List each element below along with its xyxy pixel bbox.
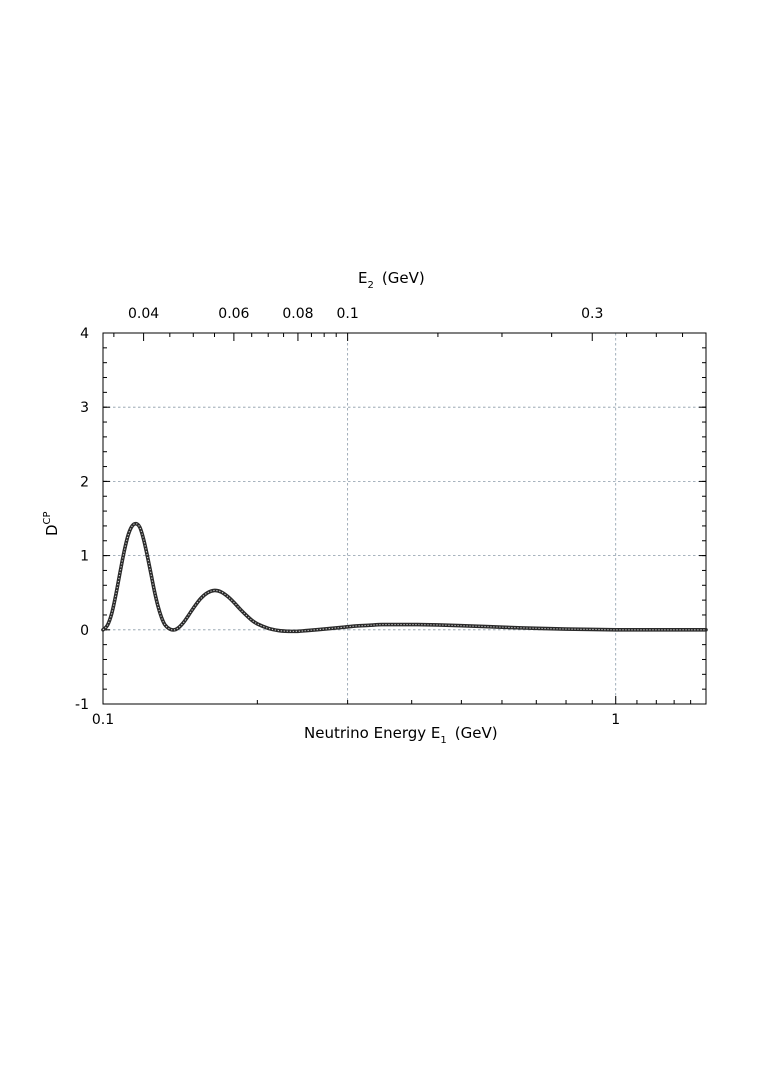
labels-layer: -1 0 1 2 3 4 0.1 1 0.04 0.06 0.08 0.1 0.3 <box>75 306 620 728</box>
y-tick-label: 1 <box>80 549 89 565</box>
top-tick-label: 0.1 <box>336 306 358 322</box>
ticks-layer <box>102 332 706 705</box>
y-tick-label: -1 <box>75 697 89 713</box>
y-tick-label: 3 <box>80 400 89 416</box>
plot-frame <box>102 332 707 705</box>
x-axis-title: Neutrino Energy E1 (GeV) <box>304 724 498 746</box>
curve-layer <box>101 521 708 634</box>
y-tick-label: 4 <box>80 326 89 342</box>
top-tick-label: 0.3 <box>581 306 603 322</box>
x-tick-label: 1 <box>611 712 620 728</box>
grid-layer <box>103 333 706 704</box>
y-tick-label: 0 <box>80 623 89 639</box>
y-tick-label: 2 <box>80 474 89 490</box>
series-line-texture <box>102 523 706 632</box>
y-axis-title: DCP <box>42 511 61 536</box>
top-axis-title: E2 (GeV) <box>358 269 425 291</box>
x-tick-label: 0.1 <box>92 712 114 728</box>
top-tick-label: 0.08 <box>282 306 313 322</box>
top-tick-label: 0.06 <box>218 306 249 322</box>
top-tick-label: 0.04 <box>128 306 159 322</box>
